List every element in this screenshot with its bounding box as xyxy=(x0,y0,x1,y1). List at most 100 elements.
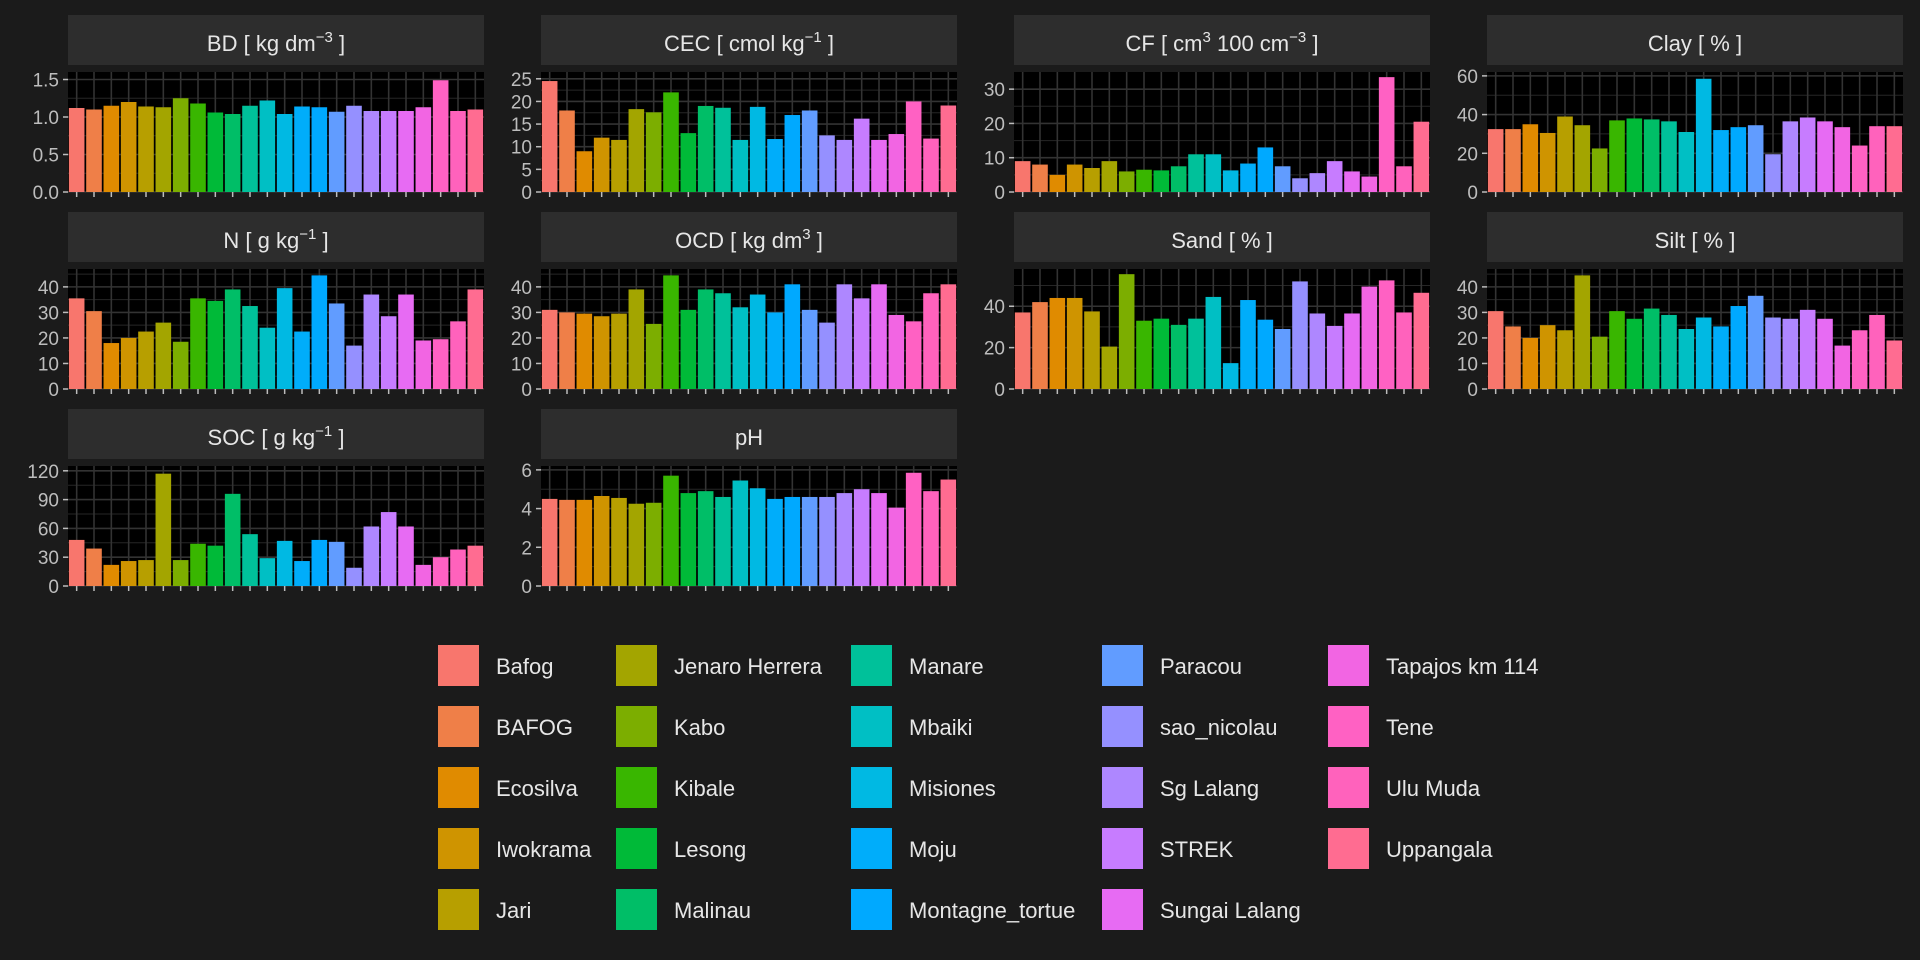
bar-misiones xyxy=(749,488,766,586)
bar-kabo xyxy=(645,112,662,192)
facet-title: CF [ cm3 100 cm−3 ] xyxy=(1126,29,1319,56)
y-tick-label: 0 xyxy=(48,380,59,401)
facet-silt: Silt [ % ] 0 10 20 30 40 xyxy=(1457,212,1903,401)
bar-ecosilva xyxy=(1049,174,1066,192)
legend-key xyxy=(438,828,479,869)
bar-uppangala xyxy=(1413,121,1430,192)
panel-background xyxy=(1487,72,1903,192)
legend-label: Sungai Lalang xyxy=(1160,898,1301,923)
legend-key xyxy=(1102,645,1143,686)
bar-malinau xyxy=(1643,308,1660,389)
facet-title-text: pH xyxy=(735,425,763,450)
bar-bafog xyxy=(541,81,558,192)
legend-item: Montagne_tortue xyxy=(851,889,1075,930)
legend-label: sao_nicolau xyxy=(1160,715,1277,740)
facet-title-superscript: −1 xyxy=(299,226,316,243)
bar-uppangala xyxy=(940,284,957,389)
facet-sand: Sand [ % ] 0 20 40 xyxy=(984,212,1430,401)
bar-tene xyxy=(1851,330,1868,389)
bar-manare xyxy=(1661,121,1677,192)
legend-key xyxy=(438,645,479,686)
bar-kabo xyxy=(1591,336,1608,389)
bar-sg-lalang xyxy=(1782,121,1799,192)
legend-label: Kabo xyxy=(674,715,725,740)
bar-manare xyxy=(242,105,258,192)
y-tick-label: 25 xyxy=(511,70,532,91)
panel-background xyxy=(68,466,484,586)
legend-key xyxy=(851,889,892,930)
y-tick-label: 60 xyxy=(1457,67,1478,88)
bar-malinau xyxy=(1170,324,1187,389)
bar-strek xyxy=(380,111,397,192)
y-tick-label: 1.5 xyxy=(33,71,59,92)
bar-montagne-tortue xyxy=(1257,319,1274,389)
y-tick-label: 20 xyxy=(511,329,532,350)
y-tick-label: 40 xyxy=(1457,278,1478,299)
y-tick-label: 30 xyxy=(1457,303,1478,324)
bar-montagne-tortue xyxy=(1257,147,1274,192)
facet-title-text: SOC [ g kg xyxy=(208,425,316,450)
bar-paracou xyxy=(328,303,345,389)
bar-sao-nicolau xyxy=(346,105,362,192)
legend-key xyxy=(1102,889,1143,930)
bar-bafog xyxy=(1032,302,1048,389)
bar-jenaro-herrera xyxy=(1101,346,1118,389)
bar-kibale xyxy=(663,92,679,192)
bar-tapajos-km-114 xyxy=(415,564,432,586)
legend-key xyxy=(438,889,479,930)
bar-jenaro-herrera xyxy=(155,107,172,192)
facet-title-superscript: 3 xyxy=(1203,29,1211,46)
bar-bafog xyxy=(86,548,102,586)
bar-uppangala xyxy=(1886,340,1903,389)
y-tick-label: 40 xyxy=(1457,106,1478,127)
bar-bafog xyxy=(559,499,575,586)
legend-label: Paracou xyxy=(1160,654,1242,679)
bar-tene xyxy=(1378,280,1395,389)
panel-background xyxy=(68,269,484,389)
bar-manare xyxy=(1661,314,1677,389)
bar-sg-lalang xyxy=(363,526,380,586)
y-tick-label: 0 xyxy=(521,380,532,401)
bar-ecosilva xyxy=(576,313,593,389)
y-tick-label: 10 xyxy=(511,354,532,375)
bar-tapajos-km-114 xyxy=(415,107,432,192)
legend-key xyxy=(616,767,657,808)
bar-paracou xyxy=(801,496,818,586)
bar-paracou xyxy=(328,111,345,192)
bar-mbaiki xyxy=(1205,296,1222,389)
legend-label: Jenaro Herrera xyxy=(674,654,823,679)
bar-ecosilva xyxy=(1522,124,1539,192)
bar-sg-lalang xyxy=(1782,318,1799,389)
bar-ulu-muda xyxy=(923,138,939,192)
bar-iwokrama xyxy=(1066,164,1083,192)
bar-malinau xyxy=(697,491,714,586)
legend-item: Kibale xyxy=(616,767,735,808)
bar-kibale xyxy=(1136,169,1152,192)
facet-strip xyxy=(1014,15,1430,65)
bar-paracou xyxy=(801,309,818,389)
bar-jari xyxy=(611,139,627,192)
bar-moju xyxy=(1240,163,1256,192)
bar-bafog xyxy=(1032,164,1048,192)
facet-title-text: BD [ kg dm xyxy=(207,31,316,56)
bar-moju xyxy=(294,561,310,586)
bar-ecosilva xyxy=(1522,337,1539,389)
bar-lesong xyxy=(1153,170,1170,192)
legend-item: Iwokrama xyxy=(438,828,592,869)
bar-iwokrama xyxy=(1066,297,1083,389)
bar-kabo xyxy=(645,323,662,389)
bar-uppangala xyxy=(1413,292,1430,389)
bar-sao-nicolau xyxy=(346,345,362,389)
y-tick-label: 40 xyxy=(984,297,1005,318)
bar-mbaiki xyxy=(259,100,276,192)
legend-label: Bafog xyxy=(496,654,554,679)
bar-jenaro-herrera xyxy=(628,109,645,192)
bar-sg-lalang xyxy=(1309,313,1326,389)
bar-kabo xyxy=(1118,171,1135,192)
bar-sg-lalang xyxy=(1309,173,1326,192)
y-tick-label: 30 xyxy=(38,303,59,324)
y-tick-label: 4 xyxy=(521,500,532,521)
legend-item: Malinau xyxy=(616,889,751,930)
bar-iwokrama xyxy=(120,102,137,192)
facet-title: SOC [ g kg−1 ] xyxy=(208,423,345,450)
